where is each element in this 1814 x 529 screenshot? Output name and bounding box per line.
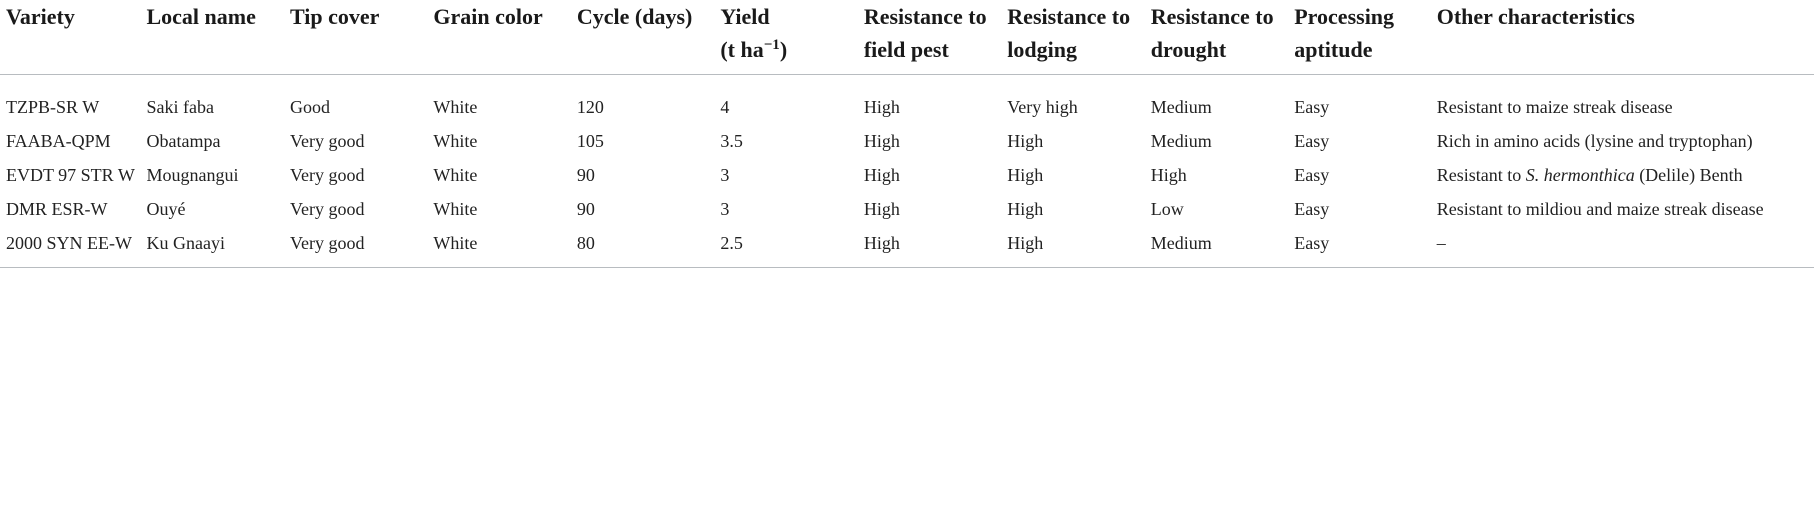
- cell-lodging: Very high: [1007, 97, 1078, 117]
- cell-cycle: 90: [576, 165, 595, 185]
- header-yield: Yield (t ha−1): [720, 0, 864, 75]
- cell-yield: 3: [720, 199, 730, 219]
- cell-lodging: High: [1007, 131, 1044, 151]
- table-row: TZPB-SR W Saki faba Good White 120 4 Hig…: [0, 75, 1814, 125]
- cell-grain-color: White: [433, 226, 577, 268]
- cell-cycle: 105: [576, 131, 604, 151]
- cell-field-pest: High: [863, 97, 900, 117]
- cell-yield: 4: [720, 97, 730, 117]
- species-name: S. hermonthica: [1525, 165, 1635, 185]
- cell-tip-cover: Good: [289, 97, 330, 117]
- cell-drought: Low: [1150, 199, 1184, 219]
- cell-local-name: Saki faba: [146, 97, 214, 117]
- cell-tip-cover: Very good: [289, 199, 365, 219]
- cell-drought: Medium: [1150, 226, 1295, 268]
- header-cycle: Cycle (days): [576, 0, 721, 75]
- cell-tip-cover: Very good: [289, 226, 434, 268]
- cell-local-name: Obatampa: [146, 131, 221, 151]
- cell-yield: 3: [720, 165, 730, 185]
- cell-grain-color: White: [433, 199, 478, 219]
- cell-variety: EVDT 97 STR W: [6, 165, 135, 185]
- cell-grain-color: White: [433, 165, 478, 185]
- cell-cycle: 80: [576, 226, 721, 268]
- cell-field-pest: High: [863, 226, 1008, 268]
- cell-processing: Easy: [1294, 226, 1437, 268]
- table-header: Variety Local name Tip cover Grain color…: [0, 0, 1814, 75]
- header-yield-title: Yield: [720, 4, 770, 29]
- header-grain-color: Grain color: [433, 0, 577, 75]
- cell-local-name: Ouyé: [146, 199, 186, 219]
- cell-processing: Easy: [1294, 131, 1330, 151]
- cell-lodging: High: [1007, 165, 1044, 185]
- cell-yield: 3.5: [720, 131, 743, 151]
- cell-other: Rich in amino acids (lysine and tryptoph…: [1436, 131, 1753, 151]
- cell-field-pest: High: [863, 199, 900, 219]
- header-variety: Variety: [0, 0, 147, 75]
- cell-drought: High: [1150, 165, 1187, 185]
- header-lodging: Resistance to lodging: [1007, 0, 1151, 75]
- cell-variety: FAABA-QPM: [6, 131, 111, 151]
- table-row: DMR ESR-W Ouyé Very good White 90 3 High…: [0, 192, 1814, 226]
- cell-yield: 2.5: [720, 226, 864, 268]
- header-drought: Resistance to drought: [1150, 0, 1295, 75]
- cell-local-name: Ku Gnaayi: [146, 226, 290, 268]
- cell-cycle: 90: [576, 199, 595, 219]
- cell-grain-color: White: [433, 97, 478, 117]
- cell-tip-cover: Very good: [289, 165, 365, 185]
- header-local-name: Local name: [146, 0, 290, 75]
- cell-drought: Medium: [1150, 97, 1212, 117]
- cell-field-pest: High: [863, 165, 900, 185]
- cell-processing: Easy: [1294, 199, 1330, 219]
- cell-variety: DMR ESR-W: [6, 199, 108, 219]
- table-row: FAABA-QPM Obatampa Very good White 105 3…: [0, 124, 1814, 158]
- cell-other: Resistant to mildiou and maize streak di…: [1436, 199, 1764, 219]
- table-body: TZPB-SR W Saki faba Good White 120 4 Hig…: [0, 75, 1814, 268]
- cell-variety: TZPB-SR W: [6, 97, 100, 117]
- cell-field-pest: High: [863, 131, 900, 151]
- header-other: Other characteristics: [1436, 0, 1814, 75]
- header-processing: Processing aptitude: [1294, 0, 1437, 75]
- table-row: EVDT 97 STR W Mougnangui Very good White…: [0, 158, 1814, 192]
- cell-other: Resistant to S. hermonthica (Delile) Ben…: [1436, 165, 1743, 185]
- cell-lodging: High: [1007, 199, 1044, 219]
- cell-cycle: 120: [576, 97, 604, 117]
- header-tip-cover: Tip cover: [289, 0, 434, 75]
- header-yield-unit: (t ha−1): [720, 37, 788, 62]
- cell-grain-color: White: [433, 131, 478, 151]
- header-row: Variety Local name Tip cover Grain color…: [0, 0, 1814, 75]
- cell-local-name: Mougnangui: [146, 165, 239, 185]
- maize-varieties-table: Variety Local name Tip cover Grain color…: [0, 0, 1814, 268]
- cell-variety: 2000 SYN EE-W: [0, 226, 147, 268]
- cell-processing: Easy: [1294, 165, 1330, 185]
- cell-other: Resistant to maize streak disease: [1436, 97, 1673, 117]
- cell-processing: Easy: [1294, 97, 1330, 117]
- cell-tip-cover: Very good: [289, 131, 365, 151]
- cell-drought: Medium: [1150, 131, 1212, 151]
- table-row: 2000 SYN EE-W Ku Gnaayi Very good White …: [0, 226, 1814, 268]
- header-field-pest: Resistance to field pest: [863, 0, 1008, 75]
- cell-other: –: [1436, 226, 1814, 268]
- cell-lodging: High: [1007, 226, 1151, 268]
